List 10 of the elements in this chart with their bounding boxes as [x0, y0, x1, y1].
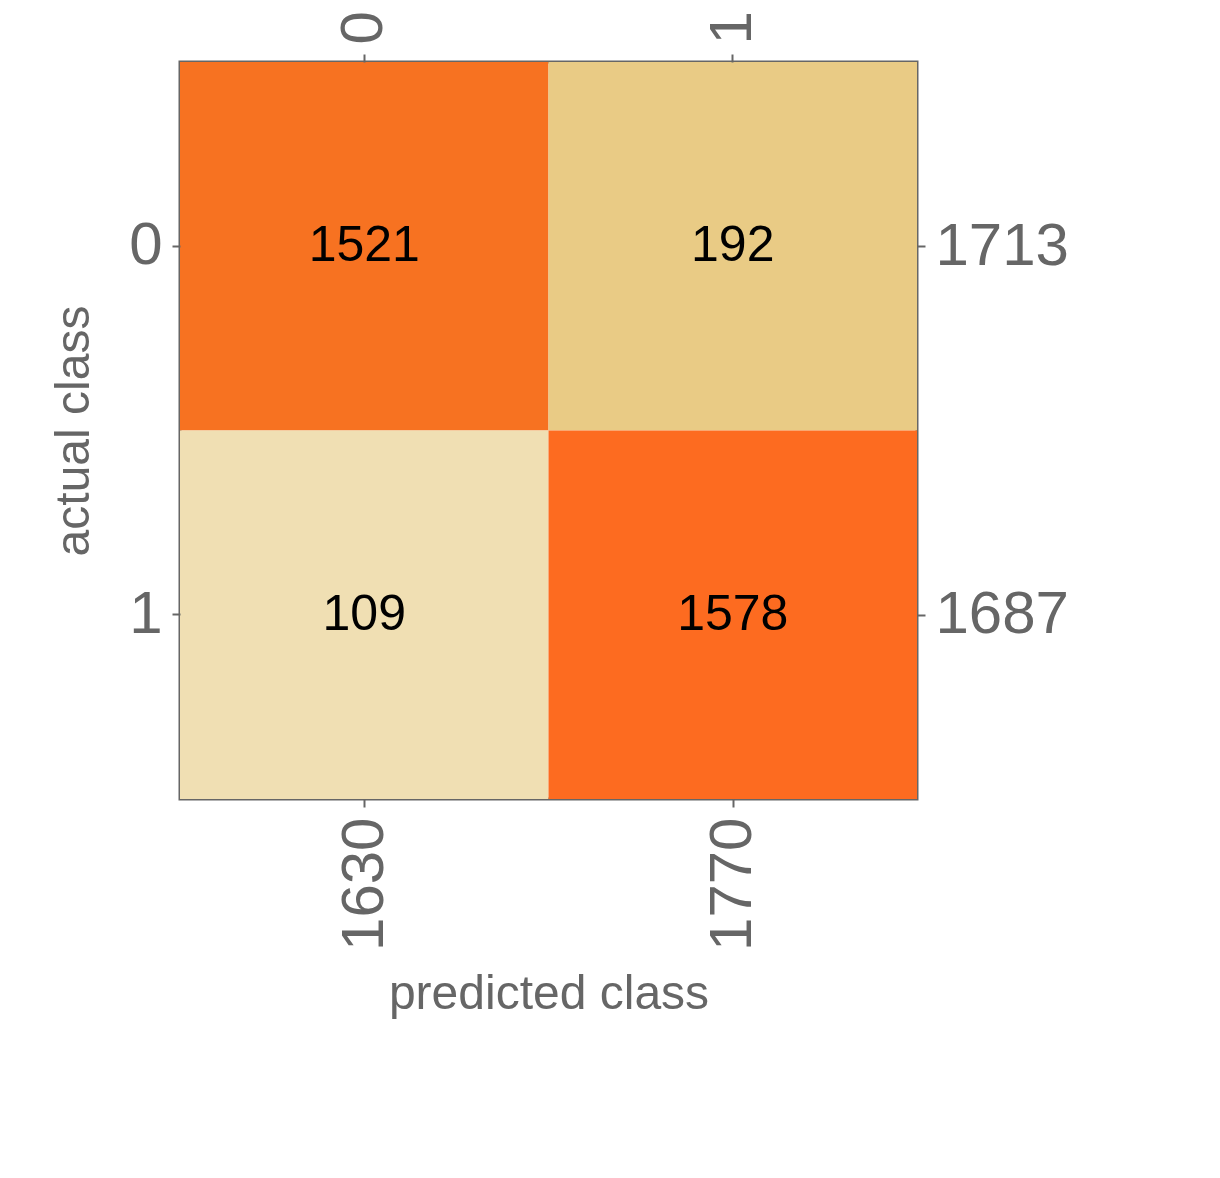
- text: 1770: [697, 817, 765, 951]
- y2-tick-label: 1713: [935, 210, 1069, 278]
- text: 1630: [328, 817, 396, 951]
- data-label: 192: [691, 216, 775, 273]
- data-label: 109: [322, 584, 406, 641]
- y2-tick-label: 1687: [935, 579, 1069, 647]
- y-axis-title: actual class: [46, 305, 100, 557]
- x-axis-title: predicted class: [388, 965, 710, 1019]
- data-label: 1521: [308, 216, 420, 273]
- data-label: 1578: [677, 584, 789, 641]
